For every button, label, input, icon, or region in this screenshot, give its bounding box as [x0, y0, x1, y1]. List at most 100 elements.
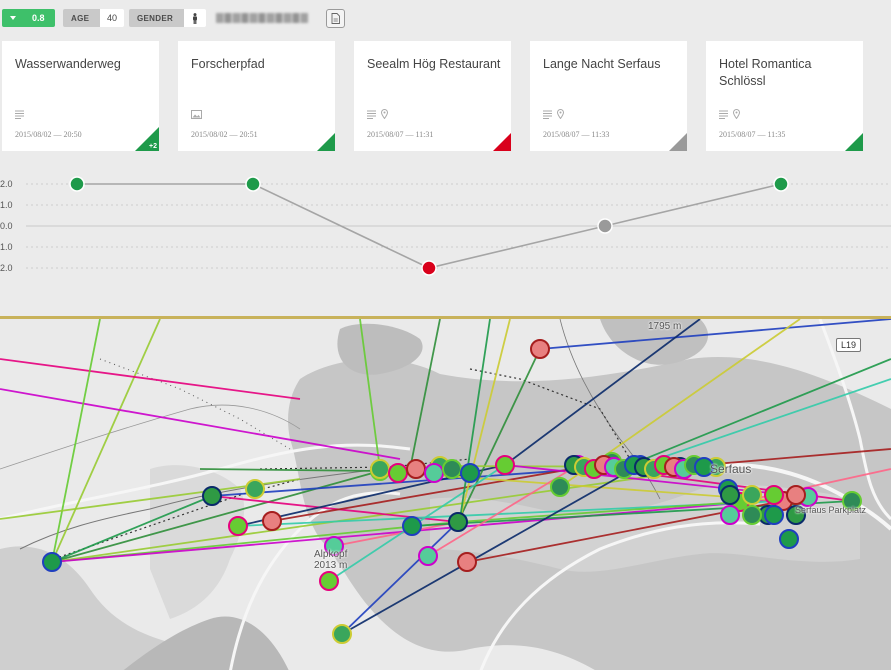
route-line — [457, 348, 541, 523]
poi-marker[interactable] — [42, 552, 62, 572]
person-icon — [193, 12, 197, 24]
chart-y-tick-label: 2.0 — [0, 179, 13, 189]
route-line — [619, 358, 891, 470]
poi-marker[interactable] — [742, 485, 762, 505]
poi-marker[interactable] — [202, 486, 222, 506]
route-line — [0, 358, 301, 400]
poi-marker[interactable] — [442, 459, 462, 479]
route-line — [504, 319, 701, 466]
route-line — [271, 461, 613, 522]
score-badge[interactable]: 0.8 — [2, 9, 55, 27]
text-icon — [719, 106, 729, 124]
chart-y-tick-label: 2.0 — [0, 263, 13, 273]
document-icon — [331, 13, 340, 24]
route-line — [51, 319, 161, 563]
card-status-corner — [135, 127, 159, 151]
card-date: 2015/08/07 — 11:35 — [719, 130, 786, 139]
poi-markers[interactable] — [42, 339, 862, 644]
poi-marker[interactable] — [530, 339, 550, 359]
text-icon — [15, 106, 25, 124]
chart-point[interactable] — [773, 176, 789, 192]
poi-marker[interactable] — [424, 463, 444, 483]
poi-marker[interactable] — [786, 485, 806, 505]
route-line — [459, 319, 511, 520]
route-lines — [0, 319, 891, 635]
card-icons — [543, 106, 565, 124]
poi-marker[interactable] — [694, 457, 714, 477]
map-label-peak: Alpkopf 2013 m — [314, 549, 347, 571]
gender-value — [184, 9, 206, 27]
poi-marker[interactable] — [457, 552, 477, 572]
card-status-corner — [669, 133, 687, 151]
poi-marker[interactable] — [550, 477, 570, 497]
map-label-parking: Serfaus Parkplatz — [795, 505, 867, 515]
chart-y-tick-label: 1.0 — [0, 242, 13, 252]
card-icons — [15, 109, 25, 121]
route-line — [639, 378, 891, 466]
age-value: 40 — [100, 9, 124, 27]
chart-point[interactable] — [245, 176, 261, 192]
route-line — [51, 495, 213, 563]
poi-marker[interactable] — [842, 491, 862, 511]
road-shield-l19: L19 — [836, 338, 861, 352]
poi-marker[interactable] — [370, 459, 390, 479]
pin-icon — [732, 106, 741, 124]
chart-point[interactable] — [421, 260, 437, 276]
card-title: Wasserwanderweg — [15, 57, 121, 71]
route-map[interactable]: 1795 m Alpkopf 2013 m Serfaus Serfaus Pa… — [0, 316, 891, 670]
route-line — [51, 470, 381, 563]
user-info-bar: 0.8 AGE 40 GENDER — [0, 0, 891, 36]
route-line — [459, 319, 491, 520]
poi-card[interactable]: Forscherpfad 2015/08/02 — 20:51 — [178, 41, 335, 151]
card-date: 2015/08/07 — 11:31 — [367, 130, 434, 139]
poi-marker[interactable] — [448, 512, 468, 532]
chart-point[interactable] — [597, 218, 613, 234]
poi-marker[interactable] — [402, 516, 422, 536]
poi-marker[interactable] — [332, 624, 352, 644]
poi-card[interactable]: Hotel Romantica Schlössl 2015/08/07 — 11:… — [706, 41, 863, 151]
card-status-corner — [493, 133, 511, 151]
card-title: Hotel Romantica Schlössl — [719, 57, 812, 88]
card-icons — [191, 109, 202, 121]
poi-card[interactable]: Lange Nacht Serfaus 2015/08/07 — 11:33 — [530, 41, 687, 151]
card-extra-count: +2 — [149, 143, 157, 150]
chevron-down-icon — [2, 9, 24, 27]
poi-marker[interactable] — [262, 511, 282, 531]
poi-marker[interactable] — [406, 459, 426, 479]
card-status-corner — [317, 133, 335, 151]
route-line — [0, 388, 401, 460]
document-button[interactable] — [326, 9, 345, 28]
card-icons — [719, 106, 741, 124]
poi-marker[interactable] — [460, 463, 480, 483]
chart-point[interactable] — [69, 176, 85, 192]
map-label-peak-elevation: 2013 m — [314, 560, 348, 571]
poi-marker[interactable] — [495, 455, 515, 475]
route-line — [51, 496, 809, 563]
poi-marker[interactable] — [764, 485, 784, 505]
gender-label: GENDER — [129, 9, 184, 27]
poi-marker[interactable] — [245, 479, 265, 499]
poi-marker[interactable] — [418, 546, 438, 566]
poi-marker[interactable] — [764, 505, 784, 525]
poi-marker[interactable] — [388, 463, 408, 483]
text-icon — [543, 106, 553, 124]
poi-card[interactable]: Seealm Hög Restaurant 2015/08/07 — 11:31 — [354, 41, 511, 151]
route-line — [359, 319, 381, 470]
card-title: Forscherpfad — [191, 57, 265, 71]
poi-card[interactable]: Wasserwanderweg 2015/08/02 — 20:50 +2 — [2, 41, 159, 151]
route-line — [409, 319, 441, 470]
poi-marker[interactable] — [228, 516, 248, 536]
poi-marker[interactable] — [324, 536, 344, 556]
poi-marker[interactable] — [720, 485, 740, 505]
poi-marker[interactable] — [742, 505, 762, 525]
chart-y-tick-label: 0.0 — [0, 221, 13, 231]
poi-marker[interactable] — [319, 571, 339, 591]
poi-marker[interactable] — [786, 505, 806, 525]
pin-icon — [380, 106, 389, 124]
route-line — [51, 319, 101, 563]
age-label: AGE — [63, 9, 100, 27]
poi-marker[interactable] — [779, 529, 799, 549]
map-canvas[interactable] — [0, 319, 891, 670]
card-date: 2015/08/02 — 20:50 — [15, 130, 82, 139]
poi-marker[interactable] — [720, 505, 740, 525]
